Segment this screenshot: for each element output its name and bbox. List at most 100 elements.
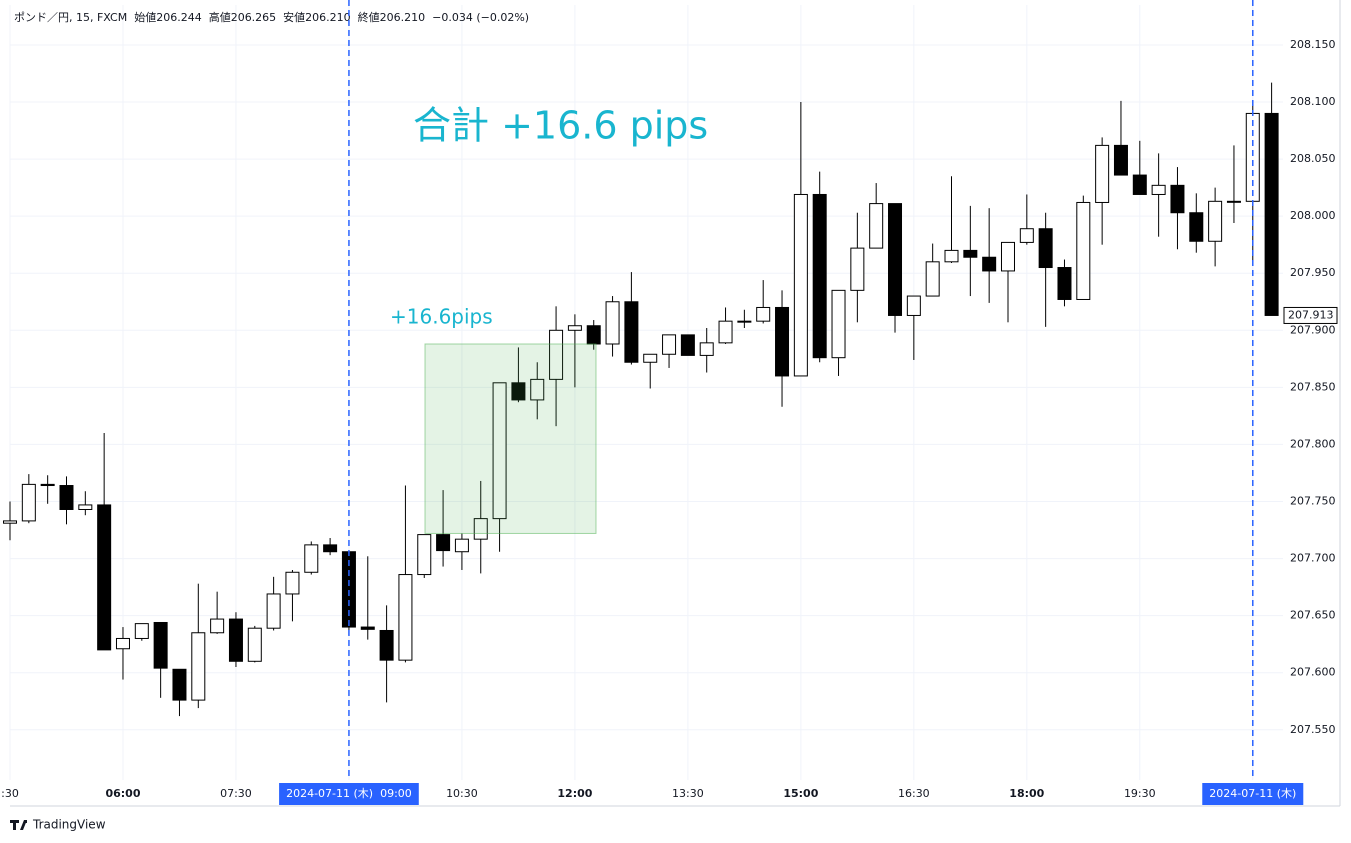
candle-body (436, 534, 451, 552)
x-tick-label: 2024-07-11 (木) 09:00 (286, 787, 412, 800)
x-tick-label: 15:00 (783, 787, 818, 800)
y-tick-label: 207.650 (1290, 609, 1336, 622)
candle-body (756, 306, 771, 322)
candle-body (1208, 200, 1223, 242)
candle-body (1076, 201, 1091, 300)
chart-title: ポンド／円, 15, FXCM 始値206.244 高値206.265 安値20… (14, 10, 529, 24)
candle-body (925, 261, 940, 297)
candle-body (1000, 241, 1015, 272)
x-label-highlight (1202, 783, 1304, 805)
candle-body (172, 668, 187, 701)
candles (3, 82, 1279, 717)
candle-body (699, 342, 714, 356)
x-tick-label: :30 (1, 787, 19, 800)
x-tick-label: 10:30 (446, 787, 478, 800)
candle-body (1189, 212, 1204, 242)
y-tick-label: 207.850 (1290, 380, 1336, 393)
candle-body (624, 301, 639, 363)
candle-body (737, 320, 752, 323)
annotation: 合計 +16.6 pips (413, 104, 708, 148)
y-tick-label: 207.600 (1290, 666, 1336, 679)
x-tick-label: 2024-07-11 (木) (1209, 787, 1296, 800)
candle-body (473, 518, 488, 540)
y-tick-label: 207.700 (1290, 552, 1336, 565)
x-tick-label: 19:30 (1124, 787, 1156, 800)
candle-body (417, 534, 432, 576)
candle-body (285, 571, 300, 595)
candle-body (454, 538, 469, 553)
candle-body (1113, 144, 1128, 176)
candle-body (1132, 174, 1147, 195)
candle-body (944, 249, 959, 263)
candle-body (643, 353, 658, 363)
y-tick-label: 208.050 (1290, 152, 1336, 165)
y-tick-label: 207.950 (1290, 266, 1336, 279)
x-tick-label: 18:00 (1009, 787, 1044, 800)
candle-body (662, 334, 677, 355)
candle-body (1245, 112, 1260, 202)
candle-body (549, 329, 564, 380)
last-price-box (1283, 306, 1338, 324)
candle-body (59, 485, 74, 510)
logo (10, 820, 27, 830)
candle-body (1226, 200, 1241, 203)
annotation: +16.6pips (390, 305, 493, 329)
candle-body (360, 626, 375, 630)
candle-body (304, 544, 319, 573)
candle-body (492, 382, 507, 520)
candle-body (1170, 184, 1185, 214)
candle-body (191, 632, 206, 701)
candle-body (78, 504, 93, 510)
candle-body (1151, 184, 1166, 195)
y-tick-label: 207.800 (1290, 437, 1336, 450)
watermark: TradingView (32, 818, 106, 832)
x-tick-label: 07:30 (220, 787, 252, 800)
candle-body (963, 249, 978, 258)
candle-body (40, 483, 55, 487)
candle-body (398, 574, 413, 661)
candle-body (906, 295, 921, 316)
highlight-box (424, 343, 597, 534)
candle-body (888, 203, 903, 316)
candle-body (247, 627, 262, 662)
y-tick-label: 207.750 (1290, 495, 1336, 508)
candle-body (982, 256, 997, 272)
candle-body (869, 203, 884, 249)
candle-body (530, 378, 545, 401)
candle-body (134, 623, 149, 639)
candle-body (1019, 228, 1034, 243)
candle-body (831, 289, 846, 359)
candle-body (210, 618, 225, 634)
candle-body (21, 483, 36, 522)
candle-body (115, 637, 130, 650)
candle-body (605, 301, 620, 345)
x-tick-label: 06:00 (105, 787, 140, 800)
y-tick-label: 207.900 (1290, 323, 1336, 336)
grid (9, 5, 1283, 780)
candle-body (567, 325, 582, 331)
y-tick-label: 208.000 (1290, 209, 1336, 222)
candle-body (1095, 144, 1110, 203)
candle-body (850, 247, 865, 291)
candle-body (718, 320, 733, 344)
x-label-highlight (279, 783, 419, 805)
candle-body (3, 520, 17, 524)
candle-body (323, 544, 338, 553)
last-price-label: 207.913 (1288, 308, 1334, 321)
candle-body (793, 193, 808, 377)
y-tick-label: 208.150 (1290, 38, 1336, 51)
candle-body (812, 193, 827, 359)
candle-body (97, 504, 112, 651)
candle-body (586, 325, 601, 345)
y-tick-label: 207.550 (1290, 723, 1336, 736)
candle-body (680, 334, 695, 356)
candle-body (1038, 228, 1053, 269)
candle-body (379, 629, 394, 661)
candle-body (1057, 267, 1072, 300)
candle-body (153, 621, 168, 669)
x-tick-label: 16:30 (898, 787, 930, 800)
candle-body (266, 593, 281, 629)
candle-body (511, 382, 526, 401)
